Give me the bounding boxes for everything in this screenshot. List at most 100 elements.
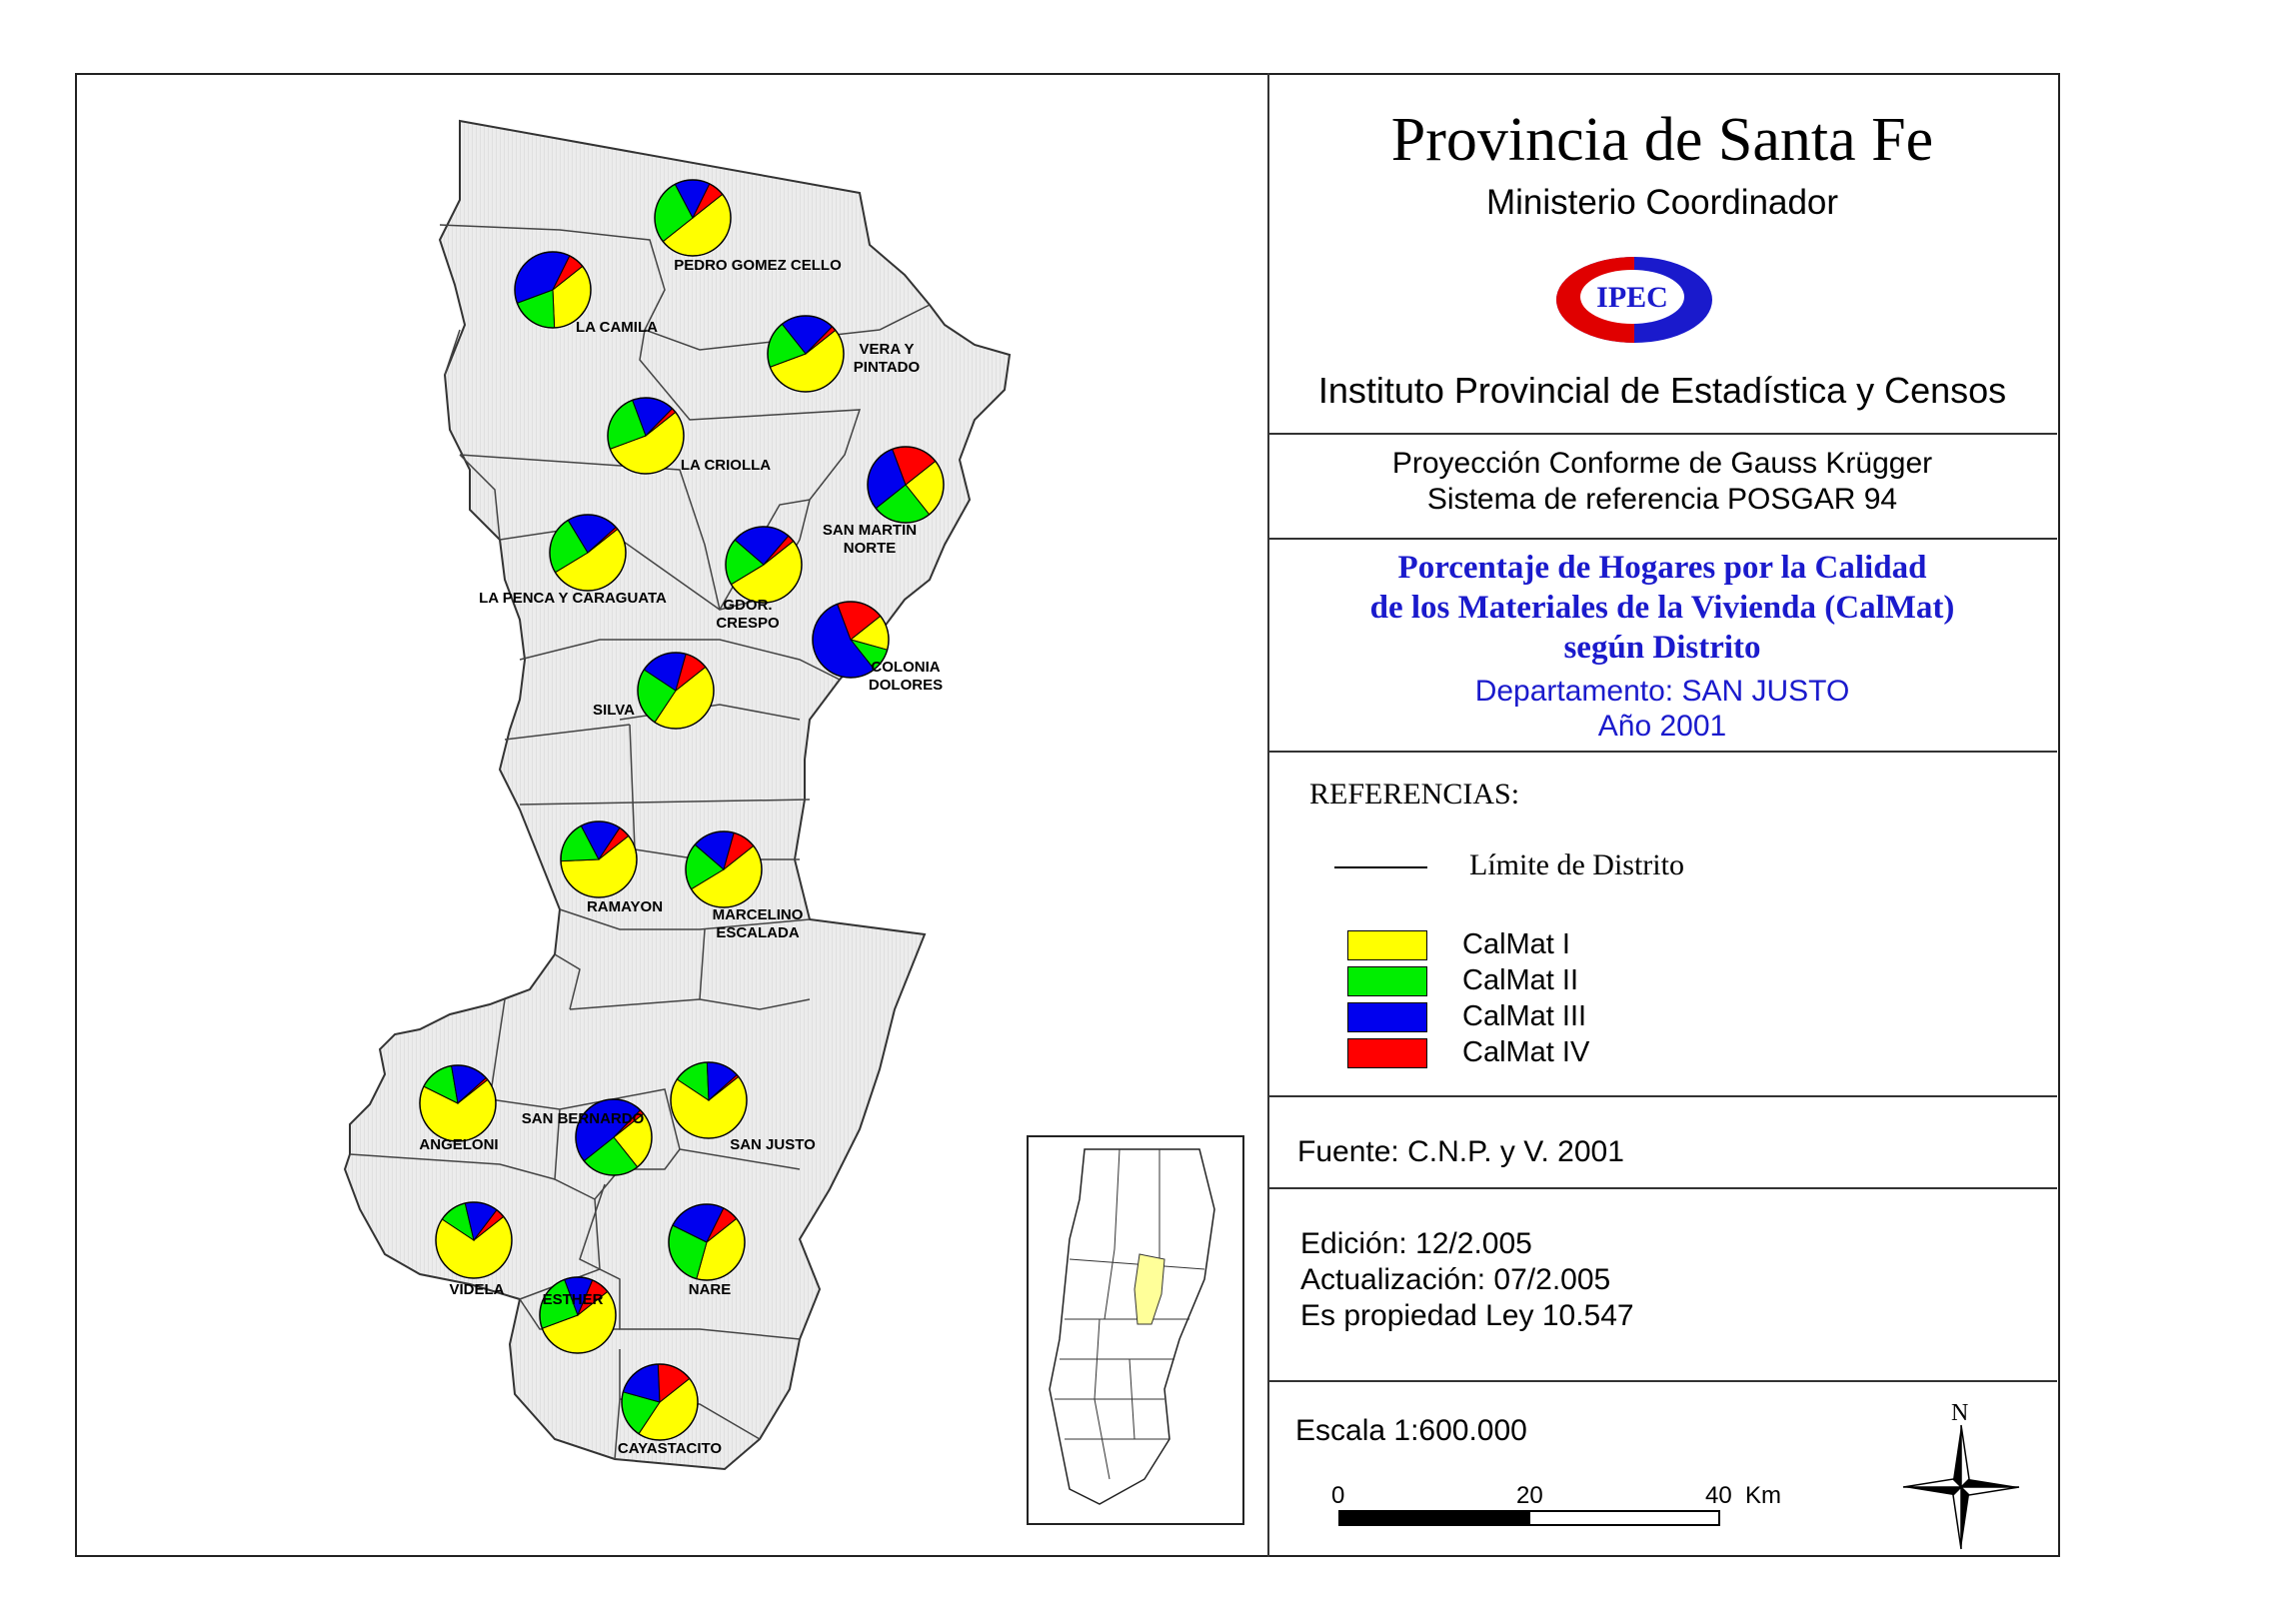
- legend-label-3: CalMat III: [1462, 1000, 1587, 1032]
- pie-colonia-dolores: [812, 601, 890, 679]
- pie-la-camila: [514, 251, 592, 329]
- subject-line1: Porcentaje de Hogares por la Calidad: [1397, 550, 1927, 586]
- projection-line1: Proyección Conforme de Gauss Krügger: [1391, 447, 1933, 480]
- scale-bar: [1338, 1510, 1720, 1526]
- pie-outline: [637, 652, 715, 730]
- scale-tick-20: 20: [1516, 1482, 1543, 1509]
- pie-san-justo: [670, 1061, 748, 1139]
- pie-angeloni: [419, 1064, 497, 1142]
- pie-ramayon: [560, 820, 638, 898]
- district-label: DOLORES: [869, 677, 943, 694]
- projection-block: Proyección Conforme de Gauss Krügger Sis…: [1267, 433, 2057, 538]
- district-label: GDOR.: [723, 597, 772, 614]
- district-label: NORTE: [844, 540, 897, 557]
- year-label: Año 2001: [1597, 710, 1727, 743]
- edition-block: Edición: 12/2.005 Actualización: 07/2.00…: [1267, 1187, 2057, 1380]
- district-label: VERA Y: [859, 341, 914, 358]
- pie-outline: [670, 1061, 748, 1139]
- district-label: CAYASTACITO: [618, 1440, 723, 1457]
- pie-videla: [435, 1201, 513, 1279]
- legend-swatch-2: [1347, 966, 1427, 996]
- pie-outline: [668, 1203, 746, 1281]
- district-label: LA PENCA Y CARAGUATA: [479, 590, 667, 607]
- pie-san-martin-norte: [867, 446, 945, 524]
- edition-line1: Edición: 12/2.005: [1300, 1227, 1532, 1260]
- scale-tick-0: 0: [1331, 1482, 1345, 1509]
- north-arrow-icon: [1902, 1424, 2020, 1550]
- ministry-name: Ministerio Coordinador: [1485, 183, 1839, 222]
- pie-outline: [621, 1363, 699, 1441]
- district-label: COLONIA: [871, 659, 940, 676]
- page-title: Provincia de Santa Fe: [1390, 106, 1934, 174]
- pie-outline: [549, 514, 627, 592]
- ipec-logo: IPEC: [1554, 255, 1714, 345]
- pie-la-penca-y-caraguata: [549, 514, 627, 592]
- district-label: ANGELONI: [419, 1136, 498, 1153]
- subject-block: Porcentaje de Hogares por la Calidad de …: [1267, 538, 2057, 751]
- legend-swatch-4: [1347, 1038, 1427, 1068]
- legend-boundary-label: Límite de Distrito: [1469, 848, 1684, 881]
- district-label: LA CAMILA: [576, 319, 658, 336]
- district-label: MARCELINO: [713, 906, 804, 923]
- legend-label-2: CalMat II: [1462, 964, 1579, 996]
- district-label: SILVA: [593, 702, 635, 719]
- subject-line3: según Distrito: [1563, 630, 1761, 666]
- legend-block: REFERENCIAS: Límite de Distrito CalMat I…: [1267, 751, 2057, 1095]
- pie-outline: [560, 820, 638, 898]
- scale-unit: Km: [1745, 1482, 1781, 1509]
- pie-outline: [685, 830, 763, 908]
- projection-line2: Sistema de referencia POSGAR 94: [1426, 483, 1898, 516]
- pie-la-criolla: [607, 397, 685, 475]
- institute-name: Instituto Provincial de Estadística y Ce…: [1317, 370, 2007, 411]
- scale-block: Escala 1:600.000 0 20 40 Km N: [1267, 1380, 2057, 1557]
- district-label: SAN MARTIN: [823, 522, 917, 539]
- north-label: N: [1951, 1400, 1969, 1426]
- district-label: SAN JUSTO: [730, 1136, 816, 1153]
- legend-label-1: CalMat I: [1462, 928, 1570, 960]
- district-label: CRESPO: [716, 615, 780, 632]
- subject-line2: de los Materiales de la Vivienda (CalMat…: [1369, 590, 1955, 626]
- pie-cayastacito: [621, 1363, 699, 1441]
- ipec-logo-text: IPEC: [1596, 281, 1668, 314]
- district-label: RAMAYON: [587, 898, 663, 915]
- district-label: LA CRIOLLA: [681, 457, 771, 474]
- source-text: Fuente: C.N.P. y V. 2001: [1297, 1135, 1624, 1168]
- pie-outline: [812, 601, 890, 679]
- legend-swatch-1: [1347, 930, 1427, 960]
- scale-tick-40: 40: [1705, 1482, 1732, 1509]
- pie-pedro-gomez-cello: [654, 179, 732, 257]
- district-pies: [419, 179, 945, 1441]
- legend-label-4: CalMat IV: [1462, 1036, 1590, 1068]
- pie-outline: [725, 526, 803, 604]
- scale-label: Escala 1:600.000: [1295, 1414, 1527, 1447]
- pie-outline: [539, 1276, 617, 1354]
- edition-line3: Es propiedad Ley 10.547: [1300, 1299, 1634, 1332]
- pie-outline: [867, 446, 945, 524]
- pie-silva: [637, 652, 715, 730]
- san-justo-highlight: [1134, 1253, 1165, 1325]
- source-block: Fuente: C.N.P. y V. 2001: [1267, 1095, 2057, 1187]
- district-label: ESTHER: [543, 1291, 604, 1308]
- pie-outline: [607, 397, 685, 475]
- pie-outline: [767, 315, 845, 393]
- pie-outline: [514, 251, 592, 329]
- district-label: VIDELA: [449, 1281, 504, 1298]
- pie-gdor-crespo: [725, 526, 803, 604]
- title-block: Provincia de Santa Fe Ministerio Coordin…: [1269, 75, 2055, 433]
- legend-title: REFERENCIAS:: [1309, 778, 1520, 811]
- pie-outline: [575, 1098, 653, 1176]
- district-label: NARE: [689, 1281, 732, 1298]
- pie-san-bernardo: [575, 1098, 653, 1176]
- district-label: SAN BERNARDO: [522, 1110, 645, 1127]
- edition-line2: Actualización: 07/2.005: [1300, 1263, 1611, 1296]
- pie-nare: [668, 1203, 746, 1281]
- inset-map: [1027, 1135, 1244, 1525]
- pie-vera-y-pintado: [767, 315, 845, 393]
- district-label: PINTADO: [854, 359, 921, 376]
- pie-marcelino-escalada: [685, 830, 763, 908]
- panel-divider: [1267, 73, 1269, 1557]
- legend-swatch-3: [1347, 1002, 1427, 1032]
- district-label: ESCALADA: [716, 924, 800, 941]
